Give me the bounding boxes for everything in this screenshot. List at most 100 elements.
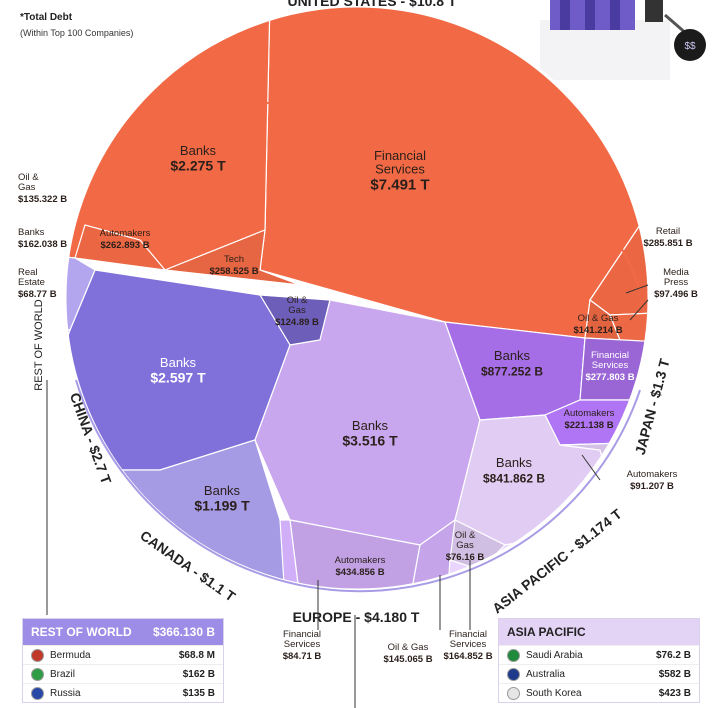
cell-united-states-media-press — [609, 309, 649, 346]
legend-row: Brazil $162 B — [23, 664, 223, 683]
cell-value-label: $145.065 B — [383, 654, 432, 665]
label-europe-automakers: Automakers$434.856 B — [335, 555, 386, 578]
legend-row: South Korea $423 B — [499, 683, 699, 702]
legend-country: Brazil — [50, 668, 76, 680]
label-united-states-banks: Banks$2.275 T — [170, 143, 226, 174]
legend-country: Saudi Arabia — [526, 649, 583, 661]
cell-sector-label: Banks — [496, 455, 533, 470]
cell-value-label: $97.496 B — [654, 289, 698, 300]
retail-leader-line — [625, 284, 649, 294]
label-asia-pacific-banks: Banks $841.862 B — [483, 455, 545, 486]
legend-asia-pacific: ASIA PACIFIC Saudi Arabia $76.2 B Australi… — [498, 618, 700, 703]
cell-sector-label: Financial Services — [591, 350, 629, 371]
cell-sector-label: Banks — [18, 227, 45, 238]
label-canada-banks: Banks$1.199 T — [194, 483, 250, 514]
cell-sector-label: Banks — [352, 418, 389, 433]
cell-value-label: $135.322 B — [18, 194, 67, 205]
legend-value: $68.8 M — [178, 649, 215, 661]
cell-value-label: $3.516 T — [342, 433, 398, 449]
cell-value-label: $877.252 B — [481, 365, 543, 379]
label-china-oil-gas: Oil & Gas$124.89 B — [275, 295, 319, 328]
legend-value: $162 B — [182, 668, 215, 680]
legend-country: Russia — [50, 687, 81, 699]
cell-value-label: $262.893 B — [100, 240, 149, 251]
legend-country: South Korea — [526, 687, 582, 699]
legend-country: Bermuda — [50, 649, 91, 661]
legend-value: $135 B — [182, 687, 215, 699]
label-united-states-media-press: Media Press$97.496 B — [654, 267, 698, 300]
cell-sector-label: Automakers — [100, 228, 151, 239]
legend-title: ASIA PACIFIC — [507, 625, 586, 639]
cell-value-label: $84.71 B — [283, 651, 322, 662]
label-united-states-retail: Retail$285.851 B — [643, 226, 692, 249]
cell-sector-label: Banks — [494, 348, 531, 363]
cell-value-label: $162.038 B — [18, 239, 67, 250]
cell-sector-label: Financial Services — [283, 629, 321, 650]
region-label-rest-of-world: REST OF WORLD — [33, 299, 45, 391]
label-europe-oil-gas: Oil & Gas$145.065 B — [383, 642, 432, 665]
svg-text:$$: $$ — [684, 41, 696, 52]
label-china-banks: Banks$2.597 T — [150, 355, 206, 386]
cell-united-states-financial-services — [259, 6, 649, 339]
flag-icon — [31, 667, 44, 681]
cell-sector-label: Oil & Gas — [18, 172, 39, 193]
cell-value-label: $2.275 T — [170, 158, 226, 174]
cell-value-label: $285.851 B — [643, 238, 692, 249]
label-united-states-tech: Tech$258.525 B — [209, 254, 258, 277]
label-japan-automakers: Automakers$221.138 B — [564, 408, 615, 431]
label-rest-of-world-real-estate: Real Estate$68.77 B — [18, 267, 57, 300]
cell-sector-label: Automakers — [335, 555, 386, 566]
region-label-europe: EUROPE - $4.180 T — [293, 609, 420, 625]
cell-japan-financial-services — [579, 337, 649, 401]
media-leader-line — [629, 299, 649, 321]
cell-sector-label: Oil & Gas — [578, 313, 619, 324]
cell-sector-label: Banks — [180, 143, 217, 158]
legend-value: $582 B — [658, 668, 691, 680]
flag-icon — [31, 648, 44, 662]
label-europe-banks: Banks$3.516 T — [342, 418, 398, 449]
region-label-united-states: UNITED STATES - $10.8 T — [287, 0, 457, 9]
note-title: *Total Debt — [20, 12, 73, 23]
label-japan-banks: Banks $877.252 B — [481, 348, 543, 379]
cell-value-label: $141.214 B — [573, 325, 622, 336]
cell-sector-label: Tech — [224, 254, 244, 265]
label-asia-pacific-automakers: Automakers$91.207 B — [627, 469, 678, 492]
flag-icon — [507, 686, 520, 700]
cell-sector-label: Automakers — [564, 408, 615, 419]
legend-country: Australia — [526, 668, 565, 680]
cell-value-label: $68.77 B — [18, 289, 57, 300]
cell-sector-label: Automakers — [627, 469, 678, 480]
cell-value-label: $164.852 B — [443, 651, 492, 662]
note-subtitle: (Within Top 100 Companies) — [20, 28, 134, 38]
legend-value: $76.2 B — [655, 649, 691, 661]
cell-sector-label: Financial Services — [449, 629, 487, 650]
flag-icon — [31, 686, 44, 700]
label-united-states-financial-services: Financial Services$7.491 T — [370, 148, 429, 193]
cell-sector-label: Oil & Gas — [287, 295, 308, 316]
legend-row: Russia $135 B — [23, 683, 223, 702]
legend-value: $423 B — [658, 687, 691, 699]
cell-rest-of-world-oil-gas — [65, 249, 96, 331]
cell-value-label: $76.16 B — [446, 552, 485, 563]
label-rest-of-world-oil-gas: Oil & Gas$135.322 B — [18, 172, 67, 205]
cell-value-label: $7.491 T — [370, 176, 429, 193]
cell-sector-label: Banks — [204, 483, 241, 498]
cell-sector-label: Banks — [160, 355, 197, 370]
cell-value-label: $1.199 T — [194, 498, 250, 514]
label-europe-financial-services: Financial Services$84.71 B — [283, 629, 322, 662]
label-asia-pacific-oil-gas: Oil & Gas$76.16 B — [446, 530, 485, 563]
cell-value-label: $434.856 B — [335, 567, 384, 578]
cell-sector-label: Oil & Gas — [455, 530, 476, 551]
cell-sector-label: Media Press — [663, 267, 690, 288]
legend-total: $366.130 B — [152, 625, 215, 639]
cell-sector-label: Retail — [656, 226, 680, 237]
cell-sector-label: Financial Services — [374, 148, 426, 177]
label-rest-of-world-banks: Banks$162.038 B — [18, 227, 67, 250]
cell-united-states-automakers — [74, 224, 167, 271]
cell-value-label: $124.89 B — [275, 317, 319, 328]
cell-value-label: $2.597 T — [150, 370, 206, 386]
legend-row: Australia $582 B — [499, 664, 699, 683]
cell-value-label: $258.525 B — [209, 266, 258, 277]
